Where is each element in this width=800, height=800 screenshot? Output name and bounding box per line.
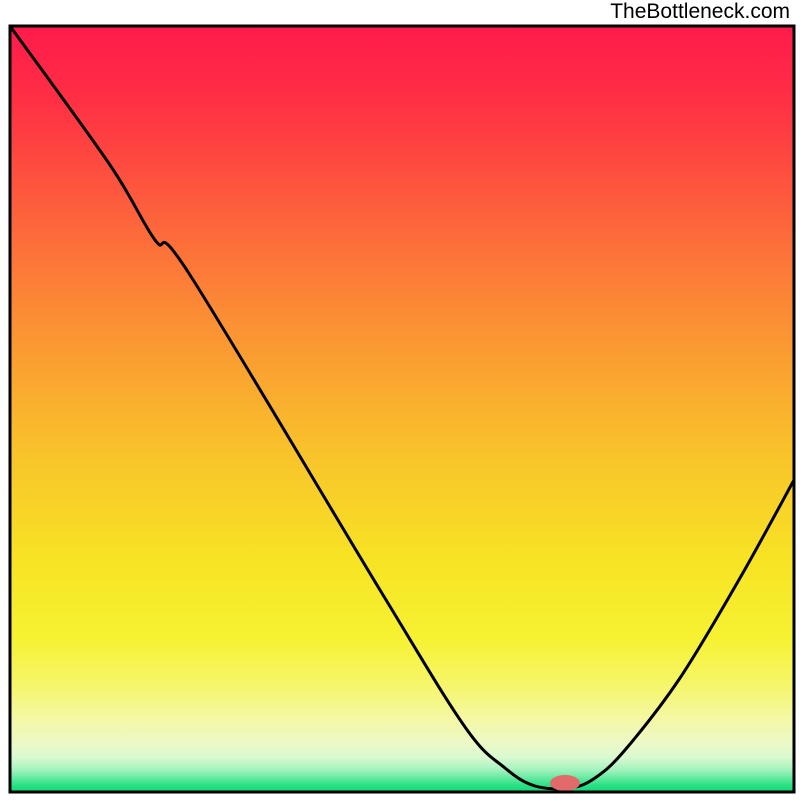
minimum-marker (550, 775, 580, 791)
watermark-text: TheBottleneck.com (610, 0, 790, 24)
bottleneck-chart (0, 0, 800, 800)
gradient-background (10, 26, 794, 792)
